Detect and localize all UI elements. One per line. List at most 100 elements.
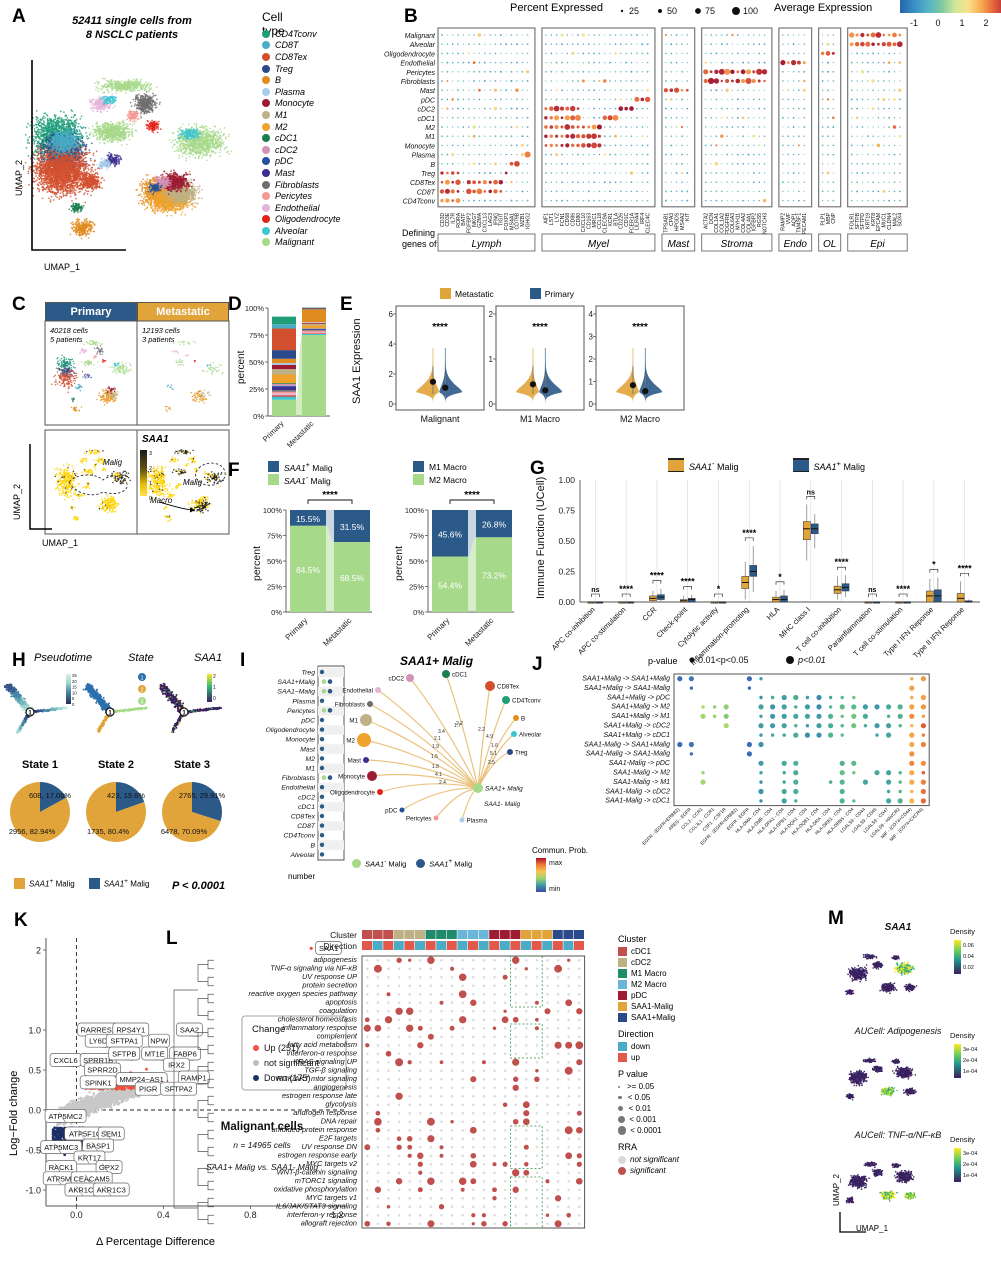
panel-a-axis-lines: [31, 60, 126, 251]
panel-m-xlabel: UMAP_1: [856, 1224, 888, 1233]
panel-l-legend-item[interactable]: SAA1-Malig: [618, 1001, 738, 1012]
legend-color-dot: [262, 215, 270, 224]
panel-l-legend-item[interactable]: down: [618, 1041, 738, 1052]
legend-color-dot: [262, 76, 270, 85]
cell-type-legend-item[interactable]: B: [262, 74, 341, 86]
legend-label: up: [631, 1053, 640, 1062]
panel-k-ylabel: Log−Fold change: [8, 1071, 20, 1156]
panel-l-legend-item[interactable]: < 0.001: [618, 1114, 738, 1125]
legend-label: pDC: [275, 156, 293, 166]
panel-i-legend-item[interactable]: SAA1- Malig: [352, 858, 406, 869]
legend-marker: [618, 1105, 624, 1112]
panel-a: A 52411 single cells from 8 NSCLC patien…: [0, 0, 341, 292]
cell-type-legend-item[interactable]: M2: [262, 121, 341, 133]
cell-type-legend-item[interactable]: Endothelial: [262, 202, 341, 214]
legend-color-dot: [262, 64, 270, 73]
panel-f-letter: F: [228, 460, 240, 482]
legend-label: cDC1: [631, 947, 651, 956]
cell-type-legend-item[interactable]: Treg: [262, 63, 341, 75]
legend-marker: [618, 1126, 627, 1135]
panel-h-title-pseudotime: Pseudotime: [34, 652, 92, 664]
legend-label: pDC: [631, 991, 647, 1000]
cell-type-legend-item[interactable]: Malignant: [262, 237, 341, 249]
legend-label: CD8Tex: [275, 52, 307, 62]
panel-l-letter: L: [166, 928, 178, 950]
legend-marker: [618, 947, 627, 956]
panel-h: H Pseudotime State SAA1 1 1 1 25 20 15 10 5 0 1 2 3…: [0, 650, 240, 910]
legend-swatch: [88, 878, 100, 889]
panel-c-metastatic-header: Metastatic: [137, 302, 229, 323]
panel-c-primary-counts: 40218 cells 5 patients: [50, 326, 88, 344]
cell-type-legend-item[interactable]: Mast: [262, 167, 341, 179]
cell-type-legend-item[interactable]: Monocyte: [262, 98, 341, 110]
cell-type-legend-item[interactable]: pDC: [262, 156, 341, 168]
cell-type-legend-item[interactable]: CD8Tex: [262, 51, 341, 63]
panel-c-letter: C: [12, 294, 26, 316]
panel-f-legend-item[interactable]: SAA1- Malig: [268, 473, 333, 486]
cell-type-legend-item[interactable]: CD4Tconv: [262, 28, 341, 40]
legend-marker: [618, 1053, 627, 1062]
panel-h-legend-item[interactable]: SAA1+ Malig: [88, 878, 149, 889]
panel-f-right-legend: M1 Macro M2 Macro: [413, 460, 467, 486]
legend-color-dot: [262, 226, 270, 235]
panel-l-legend-item[interactable]: pDC: [618, 990, 738, 1001]
panel-g-legend-item[interactable]: SAA1- Malig: [668, 458, 739, 472]
legend-label: Pericytes: [275, 191, 312, 201]
panel-e-legend-item[interactable]: Metastatic: [440, 288, 494, 299]
panel-l-legend-item[interactable]: SAA1+Malig: [618, 1012, 738, 1023]
cell-type-legend-item[interactable]: CD8T: [262, 40, 341, 52]
cell-type-legend-item[interactable]: cDC2: [262, 144, 341, 156]
panel-h-legend: SAA1+ Malig SAA1+ Malig: [14, 878, 149, 889]
legend-marker: [618, 958, 627, 967]
legend-label: Monocyte: [275, 98, 314, 108]
legend-label: significant: [630, 1166, 666, 1175]
cell-type-legend-item[interactable]: Oligodendrocyte: [262, 214, 341, 226]
legend-marker: [618, 1002, 627, 1011]
panel-l-legend-item[interactable]: not significant: [618, 1154, 738, 1165]
panel-l-legend-item[interactable]: < 0.0001: [618, 1125, 738, 1136]
panel-l-legend-item[interactable]: >= 0.05: [618, 1081, 738, 1092]
panel-l-legend-item[interactable]: cDC1: [618, 946, 738, 957]
cell-type-legend-item[interactable]: Plasma: [262, 86, 341, 98]
panel-l-legend-item[interactable]: up: [618, 1052, 738, 1063]
cell-type-legend-item[interactable]: Alveolar: [262, 225, 341, 237]
panel-e-legend-item[interactable]: Primary: [529, 288, 574, 299]
legend-label: Treg: [275, 64, 293, 74]
panel-l-legend-item[interactable]: significant: [618, 1165, 738, 1176]
cell-type-legend-item[interactable]: M1: [262, 109, 341, 121]
panel-f-right-chart: 100%75%50%25%0%45.6%54.4%26.8%73.2%****P…: [393, 490, 514, 648]
panel-c-metastatic-umap: [136, 320, 230, 426]
panel-l-legend-item[interactable]: < 0.01: [618, 1103, 738, 1114]
panel-g-legend: SAA1- Malig SAA1+ Malig: [668, 458, 919, 477]
panel-a-xaxis-label: UMAP_1: [44, 262, 80, 272]
legend-marker: [618, 1166, 626, 1175]
panel-l-legend-item[interactable]: M2 Macro: [618, 979, 738, 990]
panel-f-legend-item[interactable]: SAA1+ Malig: [268, 460, 333, 473]
legend-label: >= 0.05: [627, 1082, 654, 1091]
panel-l-legend-item[interactable]: M1 Macro: [618, 968, 738, 979]
cell-type-legend-item[interactable]: Fibroblasts: [262, 179, 341, 191]
metastatic-cells: 12193 cells: [142, 326, 180, 335]
panel-f-legend-item[interactable]: M1 Macro: [413, 460, 467, 473]
cell-type-legend-item[interactable]: cDC1: [262, 132, 341, 144]
legend-color-dot: [262, 180, 270, 189]
panel-l-legend-item[interactable]: cDC2: [618, 957, 738, 968]
panel-i-legend-item[interactable]: SAA1+ Malig: [416, 858, 472, 869]
panel-i-dot-column: TregSAA1+MaligSAA1−MaligPlasmaPericytesp…: [266, 665, 345, 861]
legend-label: CD4Tconv: [275, 29, 317, 39]
panel-f-left-chart: 100%75%50%25%0%15.5%84.5%31.5%68.5%****P…: [251, 490, 372, 648]
legend-label: Fibroblasts: [275, 180, 319, 190]
cell-type-legend-item[interactable]: Pericytes: [262, 190, 341, 202]
panel-b-expression-colorbar: -1 0 1 2: [900, 0, 1001, 28]
legend-label: SAA1+ Malig: [284, 461, 333, 473]
legend-label: M1 Macro: [631, 969, 667, 978]
legend-color-dot: [262, 157, 270, 166]
panel-g-legend-item[interactable]: SAA1+ Malig: [792, 458, 865, 472]
panel-h-legend-item[interactable]: SAA1+ Malig: [14, 878, 75, 889]
legend-label: SAA1- Malig: [689, 459, 739, 472]
panel-l-legend-item[interactable]: < 0.05: [618, 1092, 738, 1103]
panel-f-legend-item[interactable]: M2 Macro: [413, 473, 467, 486]
legend-section-title: Direction: [618, 1029, 738, 1039]
